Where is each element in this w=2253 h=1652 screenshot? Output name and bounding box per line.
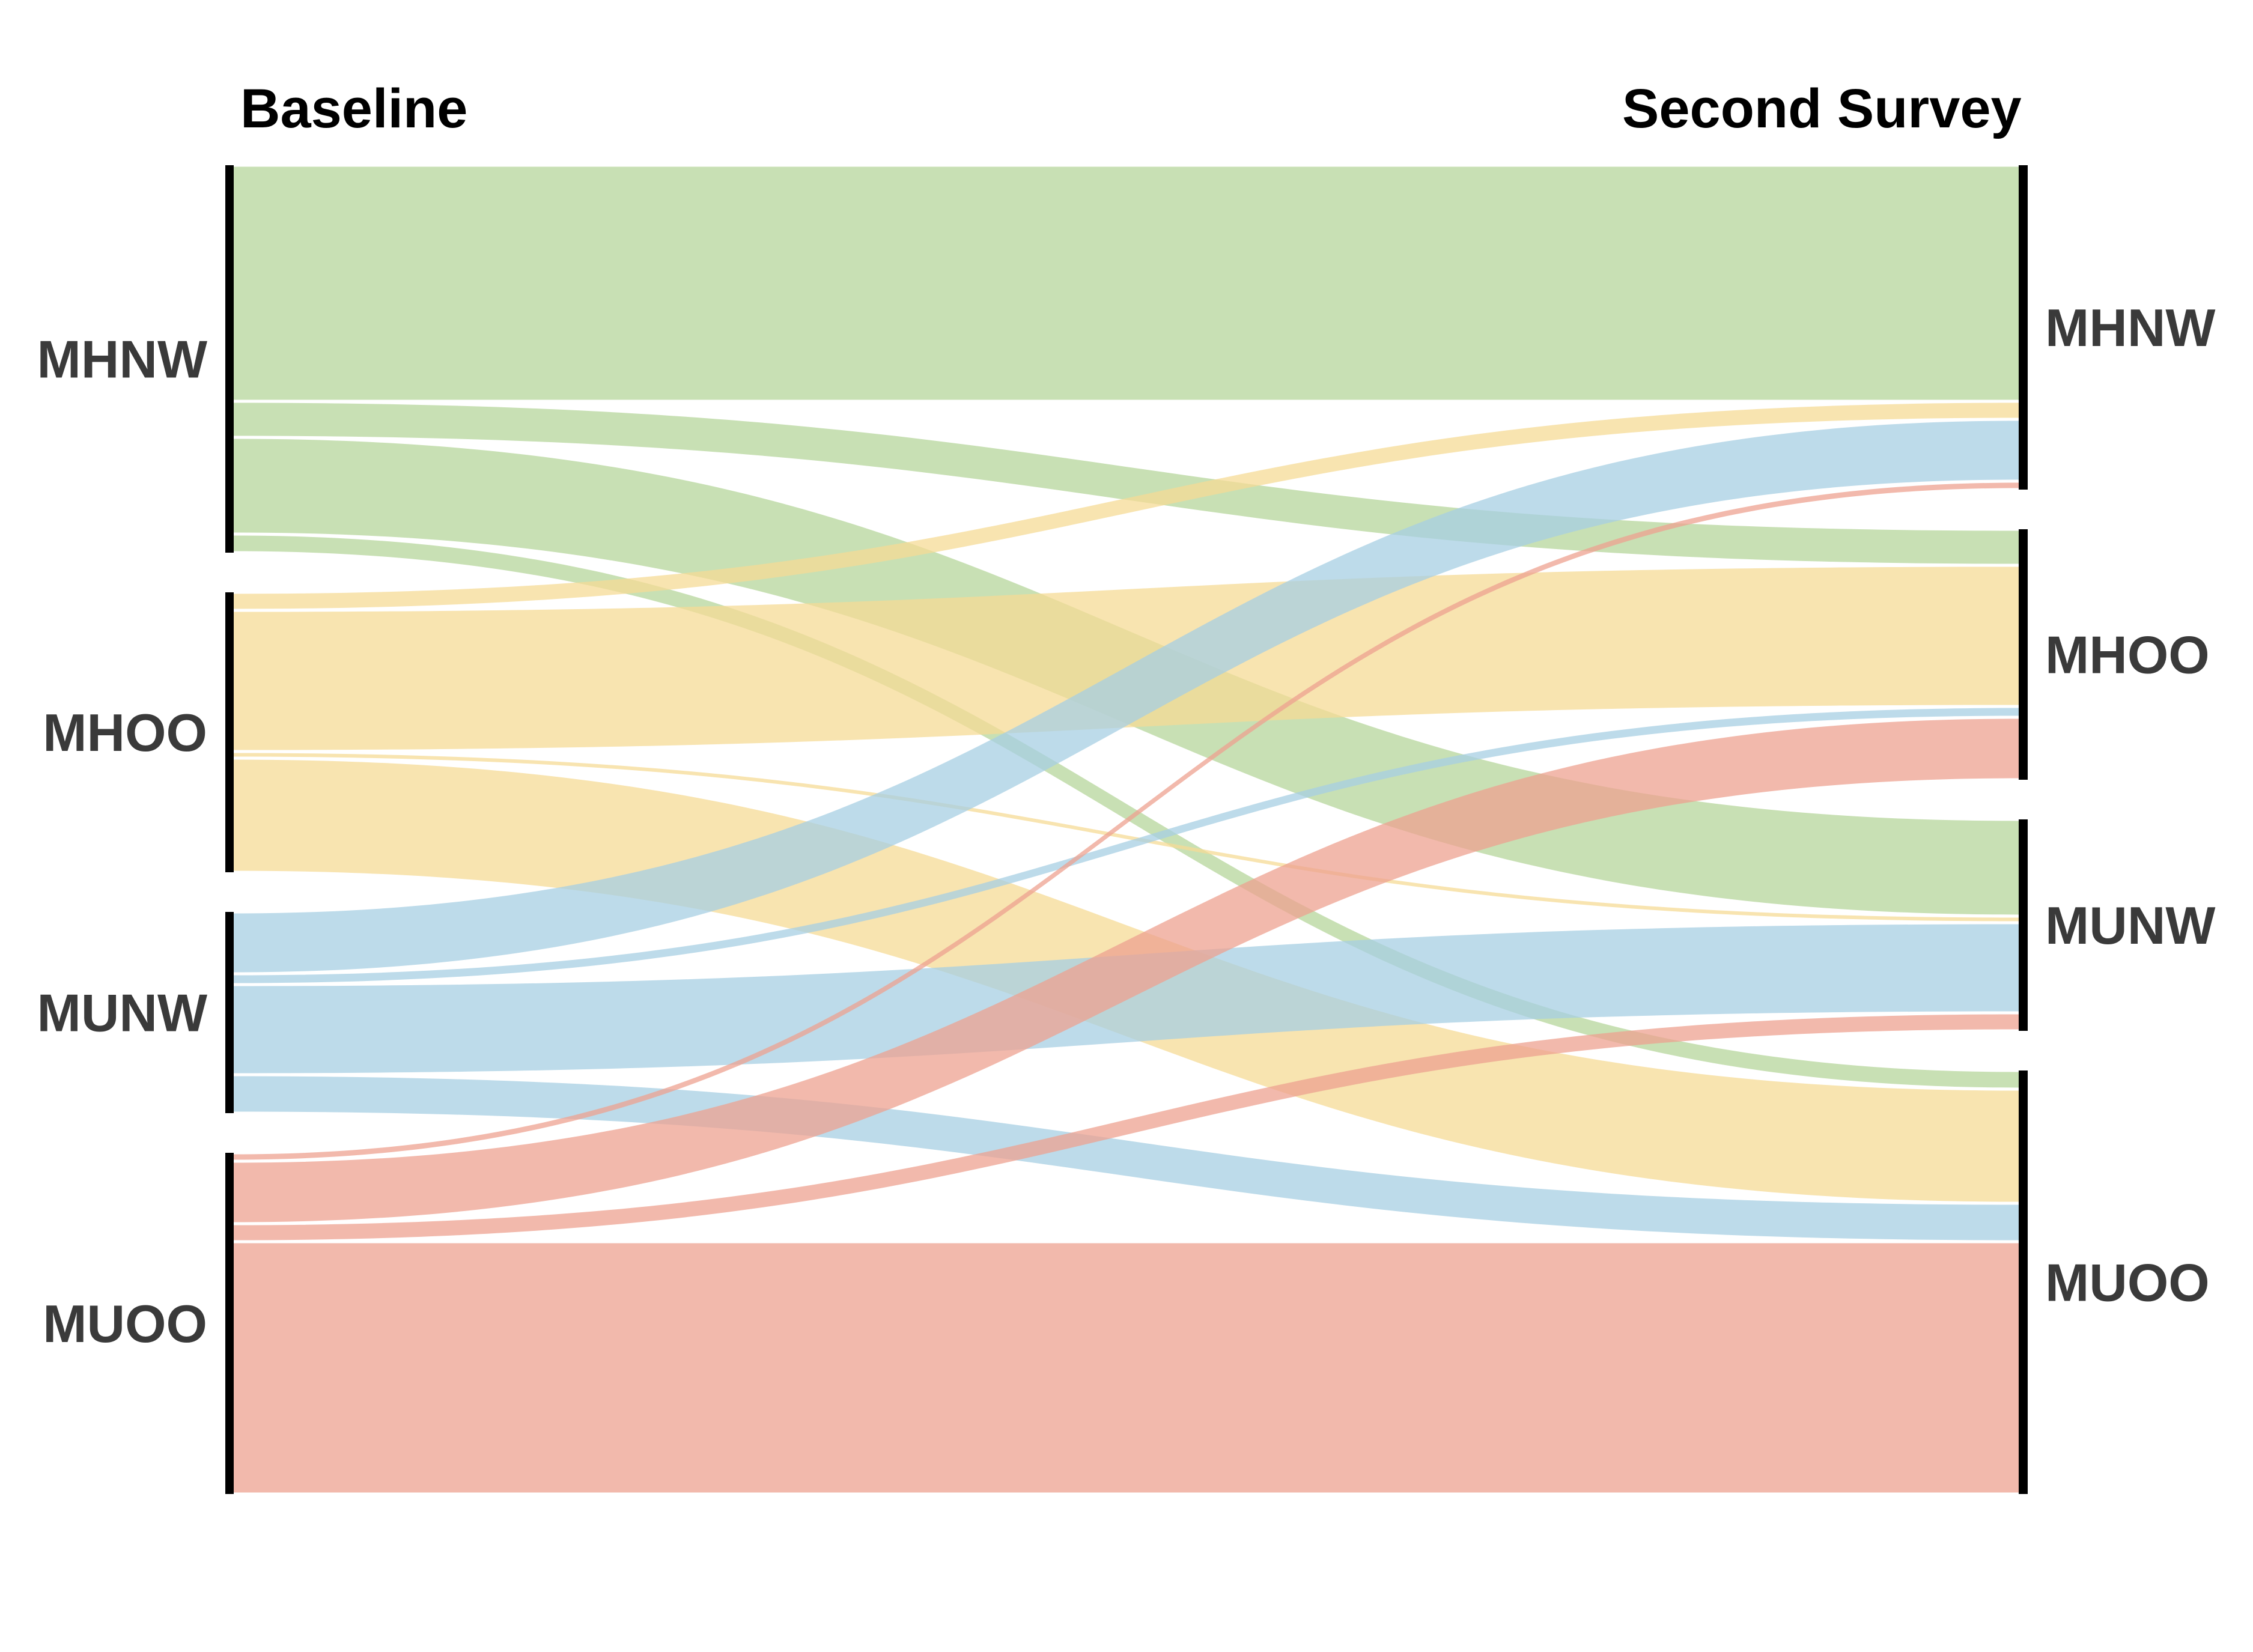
axis-bar-right-mhoo — [2019, 529, 2028, 780]
flow-ribbon-munw-to-mhoo — [234, 708, 2019, 983]
node-label-left-mhnw: MHNW — [37, 329, 207, 389]
flow-ribbon-mhnw-to-muoo — [234, 535, 2019, 1088]
axis-bar-right-muoo — [2019, 1070, 2028, 1494]
axis-bar-left-mhnw — [225, 165, 234, 553]
flow-ribbon-mhoo-to-mhnw — [234, 402, 2019, 609]
node-label-left-munw: MUNW — [37, 983, 207, 1042]
node-label-right-mhnw: MHNW — [2045, 298, 2215, 357]
column-title-baseline: Baseline — [240, 78, 467, 139]
flow-ribbon-muoo-to-mhnw — [234, 482, 2019, 1160]
ribbons-layer — [234, 166, 2019, 1493]
flow-ribbon-muoo-to-muoo — [234, 1243, 2019, 1493]
node-label-left-muoo: MUOO — [43, 1294, 207, 1353]
axis-bar-left-mhoo — [225, 592, 234, 872]
node-label-left-mhoo: MHOO — [43, 703, 207, 762]
flow-ribbon-mhnw-to-mhnw — [234, 166, 2019, 400]
node-label-right-munw: MUNW — [2045, 896, 2215, 955]
axis-bars-layer — [225, 165, 2028, 1494]
flow-ribbon-mhoo-to-mhoo — [234, 566, 2019, 750]
flow-ribbon-muoo-to-munw — [234, 1014, 2019, 1241]
axis-bar-right-mhnw — [2019, 165, 2028, 490]
column-title-second-survey: Second Survey — [1622, 78, 2022, 139]
node-label-right-muoo: MUOO — [2045, 1253, 2210, 1312]
axis-bar-left-munw — [225, 912, 234, 1113]
node-label-right-mhoo: MHOO — [2045, 625, 2210, 684]
axis-bar-left-muoo — [225, 1153, 234, 1494]
flow-ribbon-mhoo-to-munw — [234, 753, 2019, 922]
node-labels-layer: MHNW MHNW MHOO MHOO MUNW MUNW MUOO MUOO — [37, 298, 2216, 1353]
flow-ribbon-munw-to-mhnw — [234, 421, 2019, 973]
axis-bar-right-munw — [2019, 819, 2028, 1031]
flow-ribbon-muoo-to-mhoo — [234, 718, 2019, 1222]
